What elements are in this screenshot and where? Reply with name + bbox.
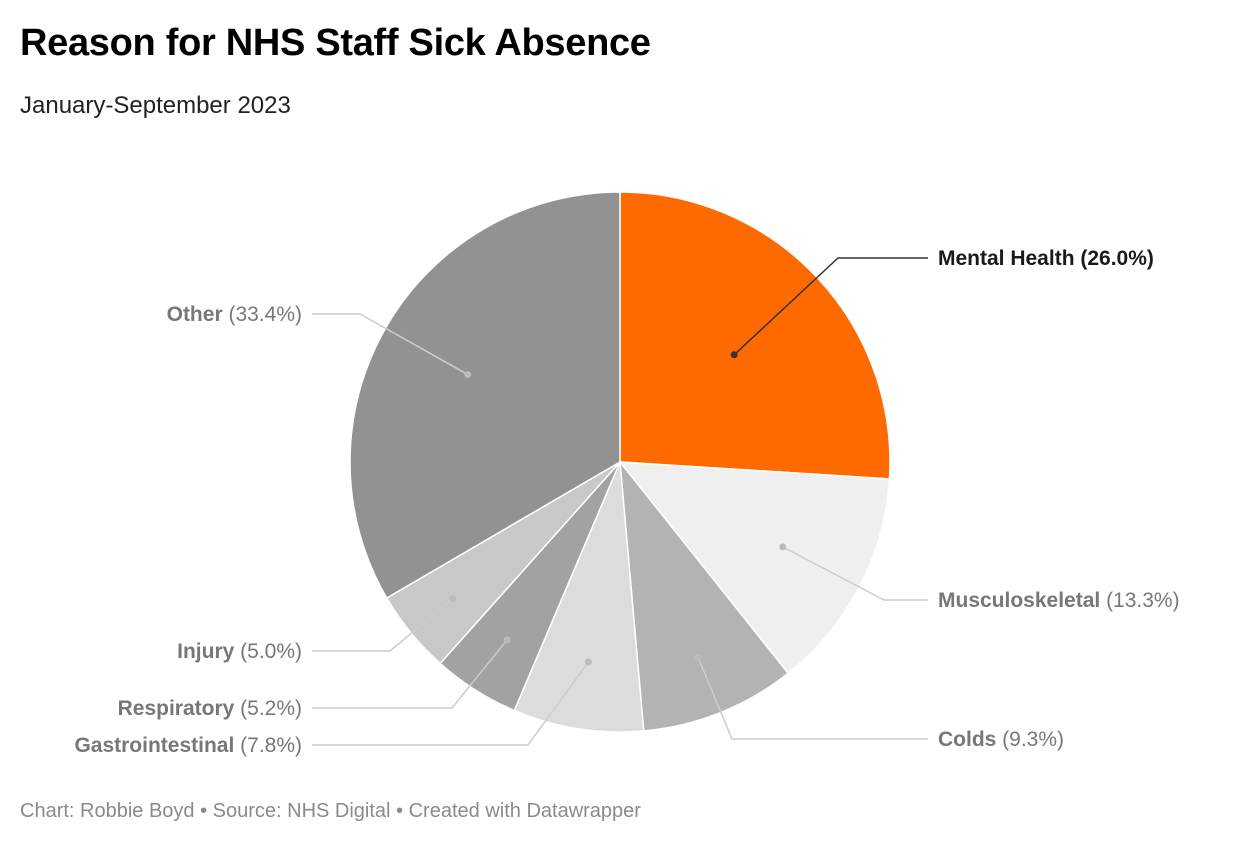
slice-label-colds: Colds (9.3%) [938,728,1064,751]
leader-dot-colds [694,654,702,662]
leader-line-injury [312,598,454,652]
slice-name-gastrointestinal: Gastrointestinal [74,734,234,757]
leader-dot-musculoskeletal [779,543,787,551]
slice-name-other: Other [167,303,223,326]
slice-name-injury: Injury [177,640,234,663]
leader-line-mental-health [733,257,928,356]
leader-dot-mental-health [730,351,738,359]
slice-label-musculoskeletal: Musculoskeletal (13.3%) [938,589,1180,612]
leader-dot-gastrointestinal [584,658,592,666]
pie-slice-other [349,191,621,600]
pie-slice-gastrointestinal [513,461,645,733]
slice-value-gastrointestinal: (7.8%) [234,734,302,757]
leader-dot-respiratory [503,636,511,644]
leader-line-musculoskeletal [782,546,928,601]
slice-label-gastrointestinal: Gastrointestinal (7.8%) [74,734,302,757]
slice-label-injury: Injury (5.0%) [177,640,302,663]
pie-slice-colds [619,459,790,732]
slice-value-musculoskeletal: (13.3%) [1100,589,1179,612]
leader-dot-other [464,371,472,379]
slice-value-injury: (5.0%) [234,640,302,663]
slice-value-colds: (9.3%) [996,728,1064,751]
slice-name-musculoskeletal: Musculoskeletal [938,589,1100,612]
slice-value-respiratory: (5.2%) [234,697,302,720]
slice-label-mental-health: Mental Health (26.0%) [938,247,1154,270]
leader-line-respiratory [312,639,508,709]
leader-line-colds [697,657,928,740]
slice-label-respiratory: Respiratory (5.2%) [118,697,302,720]
leader-dot-injury [449,595,457,603]
slice-value-mental-health: (26.0%) [1075,247,1154,270]
pie-labels: Mental Health (26.0%) Musculoskeletal (13… [74,247,1179,757]
slice-value-other: (33.4%) [223,303,302,326]
chart-footer: Chart: Robbie Boyd • Source: NHS Digital… [20,800,641,822]
pie-slices [349,191,891,733]
slice-name-respiratory: Respiratory [118,697,235,720]
slice-name-colds: Colds [938,728,996,751]
chart-subtitle: January-September 2023 [20,92,291,119]
chart-title: Reason for NHS Staff Sick Absence [20,22,651,64]
slice-name-mental-health: Mental Health [938,247,1075,270]
slice-label-other: Other (33.4%) [167,303,302,326]
leader-line-other [312,313,469,376]
leader-line-gastrointestinal [312,661,589,746]
